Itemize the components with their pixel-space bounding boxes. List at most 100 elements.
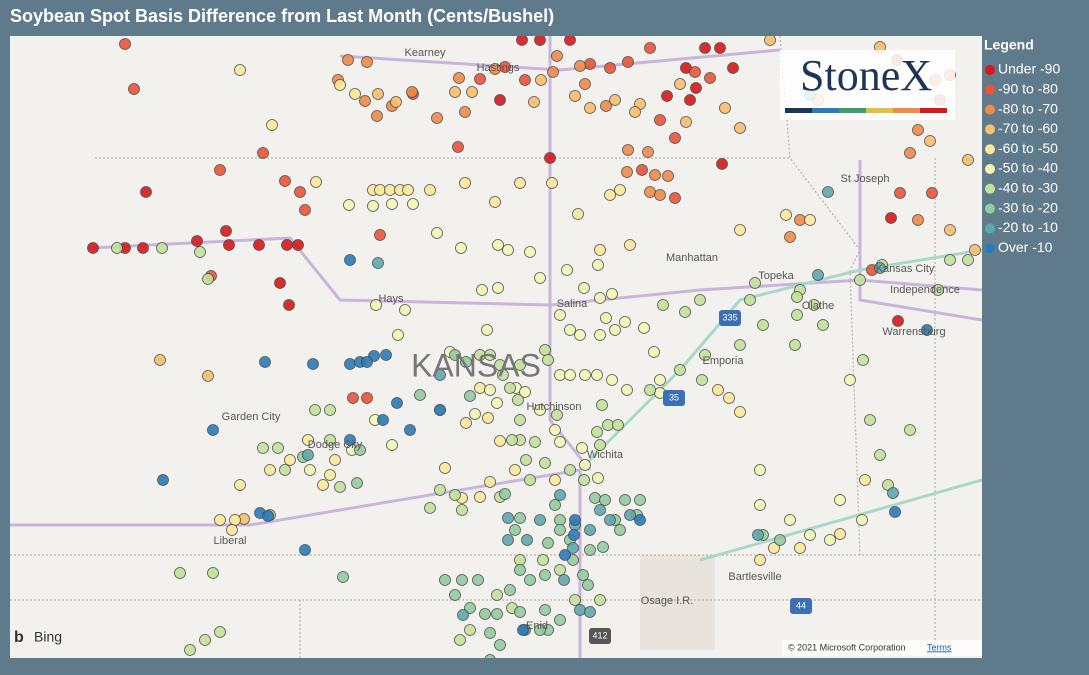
- map-marker[interactable]: [257, 147, 269, 159]
- map-marker[interactable]: [494, 435, 506, 447]
- map-marker[interactable]: [519, 386, 531, 398]
- map-marker[interactable]: [600, 100, 612, 112]
- map-marker[interactable]: [504, 382, 516, 394]
- map-marker[interactable]: [584, 58, 596, 70]
- map-marker[interactable]: [600, 312, 612, 324]
- map-marker[interactable]: [864, 414, 876, 426]
- map-marker[interactable]: [926, 187, 938, 199]
- map-marker[interactable]: [294, 186, 306, 198]
- map-marker[interactable]: [822, 186, 834, 198]
- map-marker[interactable]: [374, 184, 386, 196]
- map-marker[interactable]: [564, 35, 576, 46]
- map-marker[interactable]: [534, 514, 546, 526]
- map-marker[interactable]: [962, 154, 974, 166]
- map-marker[interactable]: [349, 88, 361, 100]
- map-marker[interactable]: [302, 449, 314, 461]
- map-marker[interactable]: [512, 394, 524, 406]
- map-marker[interactable]: [283, 299, 295, 311]
- map-marker[interactable]: [491, 608, 503, 620]
- map-marker[interactable]: [226, 524, 238, 536]
- map-marker[interactable]: [567, 542, 579, 554]
- legend-swatch[interactable]: [985, 164, 995, 174]
- map-marker[interactable]: [889, 506, 901, 518]
- map-marker[interactable]: [794, 214, 806, 226]
- map-marker[interactable]: [431, 227, 443, 239]
- map-marker[interactable]: [904, 424, 916, 436]
- map-marker[interactable]: [554, 524, 566, 536]
- map-marker[interactable]: [549, 499, 561, 511]
- map-marker[interactable]: [638, 322, 650, 334]
- map-marker[interactable]: [734, 224, 746, 236]
- map-marker[interactable]: [449, 489, 461, 501]
- map-marker[interactable]: [334, 79, 346, 91]
- map-marker[interactable]: [624, 509, 636, 521]
- map-marker[interactable]: [859, 474, 871, 486]
- map-marker[interactable]: [812, 269, 824, 281]
- map-marker[interactable]: [574, 604, 586, 616]
- map-marker[interactable]: [509, 524, 521, 536]
- map-marker[interactable]: [380, 349, 392, 361]
- map-marker[interactable]: [619, 494, 631, 506]
- map-marker[interactable]: [621, 384, 633, 396]
- map-marker[interactable]: [386, 198, 398, 210]
- map-marker[interactable]: [694, 294, 706, 306]
- map-marker[interactable]: [535, 74, 547, 86]
- legend-label[interactable]: -90 to -80: [998, 81, 1058, 97]
- map-marker[interactable]: [854, 274, 866, 286]
- map-marker[interactable]: [904, 147, 916, 159]
- map-marker[interactable]: [932, 284, 944, 296]
- map-marker[interactable]: [502, 534, 514, 546]
- map-marker[interactable]: [780, 209, 792, 221]
- map-marker[interactable]: [174, 567, 186, 579]
- map-marker[interactable]: [578, 282, 590, 294]
- map-marker[interactable]: [584, 524, 596, 536]
- map-marker[interactable]: [506, 434, 518, 446]
- map-marker[interactable]: [554, 564, 566, 576]
- map-marker[interactable]: [484, 476, 496, 488]
- map-marker[interactable]: [351, 477, 363, 489]
- map-marker[interactable]: [654, 189, 666, 201]
- map-marker[interactable]: [514, 414, 526, 426]
- map-marker[interactable]: [361, 392, 373, 404]
- map-marker[interactable]: [424, 184, 436, 196]
- map-marker[interactable]: [469, 408, 481, 420]
- map-marker[interactable]: [808, 299, 820, 311]
- map-marker[interactable]: [834, 494, 846, 506]
- map-marker[interactable]: [644, 384, 656, 396]
- map-marker[interactable]: [574, 329, 586, 341]
- map-marker[interactable]: [484, 654, 496, 666]
- map-marker[interactable]: [599, 494, 611, 506]
- map-marker[interactable]: [279, 464, 291, 476]
- map-marker[interactable]: [347, 392, 359, 404]
- map-marker[interactable]: [361, 56, 373, 68]
- map-marker[interactable]: [921, 324, 933, 336]
- map-marker[interactable]: [324, 404, 336, 416]
- map-marker[interactable]: [649, 169, 661, 181]
- map-marker[interactable]: [156, 242, 168, 254]
- map-marker[interactable]: [569, 514, 581, 526]
- map-marker[interactable]: [774, 534, 786, 546]
- map-marker[interactable]: [223, 239, 235, 251]
- map-marker[interactable]: [514, 512, 526, 524]
- map-marker[interactable]: [554, 309, 566, 321]
- map-marker[interactable]: [489, 196, 501, 208]
- map-marker[interactable]: [455, 242, 467, 254]
- map-marker[interactable]: [791, 291, 803, 303]
- map-marker[interactable]: [789, 339, 801, 351]
- map-marker[interactable]: [817, 319, 829, 331]
- map-marker[interactable]: [454, 634, 466, 646]
- map-marker[interactable]: [604, 514, 616, 526]
- map-marker[interactable]: [372, 88, 384, 100]
- map-marker[interactable]: [492, 282, 504, 294]
- map-marker[interactable]: [514, 177, 526, 189]
- map-marker[interactable]: [962, 254, 974, 266]
- map-marker[interactable]: [284, 454, 296, 466]
- map-marker[interactable]: [744, 294, 756, 306]
- map-marker[interactable]: [449, 86, 461, 98]
- map-marker[interactable]: [594, 329, 606, 341]
- map-marker[interactable]: [614, 524, 626, 536]
- map-marker[interactable]: [657, 299, 669, 311]
- map-marker[interactable]: [484, 384, 496, 396]
- map-marker[interactable]: [274, 277, 286, 289]
- map-marker[interactable]: [199, 634, 211, 646]
